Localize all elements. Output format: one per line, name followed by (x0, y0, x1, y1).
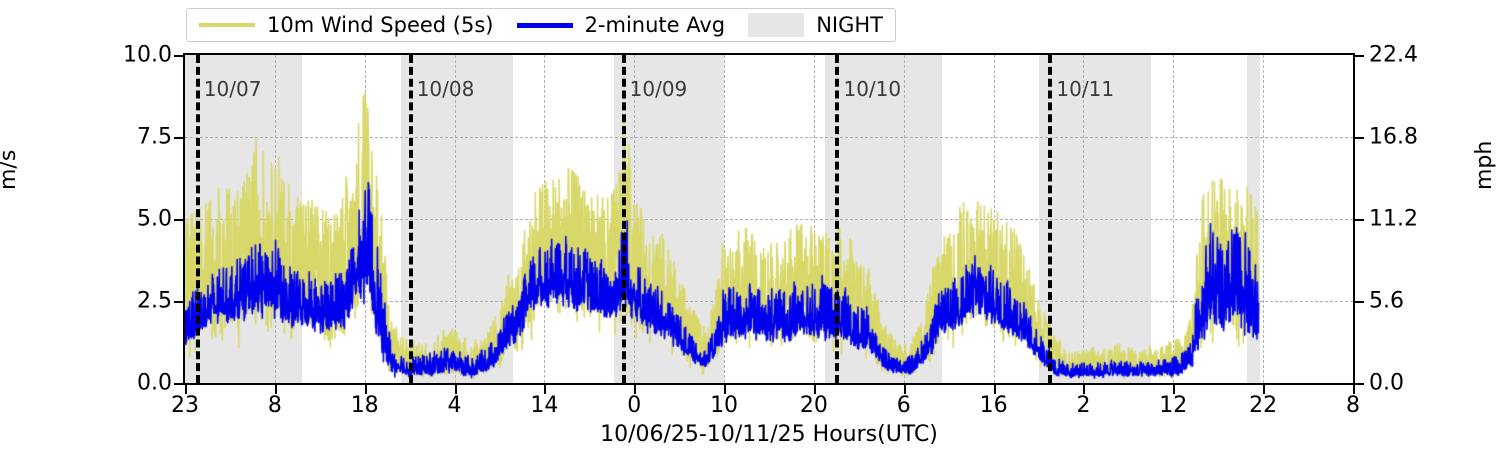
legend-label-two-minute-avg: 2-minute Avg (584, 13, 726, 37)
y-tick-label-left-4: 10.0 (123, 42, 172, 68)
legend-item-two-minute-avg: 2-minute Avg (516, 13, 726, 37)
series-canvas (185, 55, 1353, 383)
x-tick-12 (1263, 385, 1266, 394)
day-label-10/09: 10/09 (629, 77, 688, 101)
x-tick-10 (1083, 385, 1086, 394)
legend-line-icon-two-minute-avg (516, 22, 573, 28)
x-axis-title: 10/06/25-10/11/25 Hours(UTC) (600, 422, 938, 447)
y-tick-right-3 (1355, 137, 1364, 139)
y-tick-right-4 (1355, 55, 1364, 57)
x-tick-label-9: 16 (979, 393, 1008, 418)
x-tick-2 (364, 385, 367, 394)
x-tick-13 (1353, 385, 1355, 394)
y-tick-label-right-2: 11.2 (1369, 206, 1418, 232)
y-tick-left-3 (174, 137, 183, 139)
x-tick-7 (813, 385, 816, 394)
y-tick-right-0 (1355, 383, 1364, 385)
y-axis-title-left: m/s (0, 149, 21, 190)
y-tick-left-0 (174, 383, 183, 385)
y-tick-label-left-3: 7.5 (137, 124, 172, 150)
x-tick-label-11: 12 (1159, 393, 1188, 418)
day-separator-10/07 (195, 55, 200, 383)
x-tick-6 (724, 385, 727, 394)
x-tick-label-12: 22 (1249, 393, 1278, 418)
x-tick-3 (454, 385, 457, 394)
y-tick-right-1 (1355, 301, 1364, 303)
y-tick-label-right-1: 5.6 (1369, 288, 1404, 314)
x-tick-label-8: 6 (896, 393, 911, 418)
x-tick-label-1: 8 (267, 393, 282, 418)
y-axis-title-right: mph (1472, 140, 1497, 190)
legend-label-wind-speed-5s: 10m Wind Speed (5s) (267, 13, 494, 37)
x-tick-label-4: 14 (530, 393, 559, 418)
legend-line-icon-wind-speed-5s (199, 23, 255, 27)
x-tick-label-2: 18 (350, 393, 379, 418)
x-tick-1 (274, 385, 277, 394)
day-label-10/10: 10/10 (843, 77, 902, 101)
x-tick-8 (903, 385, 906, 394)
day-separator-10/11 (1048, 55, 1053, 383)
y-tick-label-right-4: 22.4 (1369, 42, 1418, 68)
y-tick-label-left-2: 5.0 (137, 206, 172, 232)
x-tick-label-3: 4 (447, 393, 462, 418)
y-tick-right-2 (1355, 219, 1364, 221)
x-tick-label-5: 0 (627, 393, 642, 418)
day-label-10/08: 10/08 (416, 77, 475, 101)
chart-legend: 10m Wind Speed (5s) 2-minute Avg NIGHT (186, 8, 896, 42)
y-tick-label-left-1: 2.5 (137, 288, 172, 314)
day-separator-10/09 (621, 55, 626, 383)
y-tick-left-1 (174, 301, 183, 303)
day-separator-10/08 (408, 55, 413, 383)
x-tick-label-6: 10 (710, 393, 739, 418)
y-tick-left-2 (174, 219, 183, 221)
y-tick-label-right-3: 16.8 (1369, 124, 1418, 150)
legend-label-night: NIGHT (816, 13, 883, 37)
x-tick-label-10: 2 (1076, 393, 1091, 418)
x-tick-11 (1173, 385, 1176, 394)
y-tick-label-left-0: 0.0 (137, 370, 172, 396)
x-tick-label-7: 20 (799, 393, 828, 418)
legend-item-wind-speed-5s: 10m Wind Speed (5s) (199, 13, 494, 37)
legend-item-night: NIGHT (748, 13, 883, 37)
day-label-10/07: 10/07 (203, 77, 262, 101)
x-tick-label-0: 23 (171, 393, 199, 418)
plot-area: 10/07 10/08 10/09 10/10 10/11 (183, 53, 1355, 385)
x-tick-4 (544, 385, 547, 394)
x-tick-5 (634, 385, 637, 394)
legend-patch-icon-night (748, 13, 805, 37)
x-tick-label-13: 8 (1346, 393, 1360, 418)
x-tick-0 (185, 385, 187, 394)
day-label-10/11: 10/11 (1056, 77, 1115, 101)
y-tick-left-4 (174, 55, 183, 57)
y-tick-label-right-0: 0.0 (1369, 370, 1404, 396)
day-separator-10/10 (835, 55, 840, 383)
x-tick-9 (993, 385, 996, 394)
